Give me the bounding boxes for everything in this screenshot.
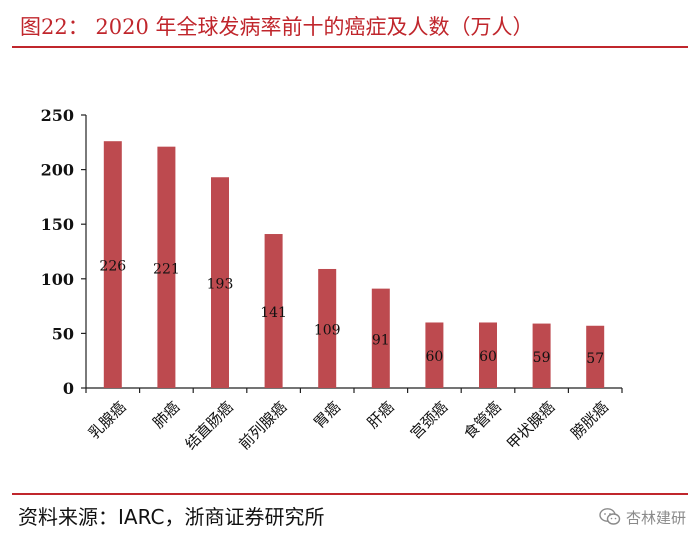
- source-divider: [12, 493, 688, 495]
- data-label: 141: [260, 305, 287, 321]
- x-tick-label: 食管癌: [460, 398, 505, 443]
- bar: [479, 322, 497, 388]
- data-label: 221: [153, 261, 180, 277]
- data-label: 193: [207, 277, 234, 293]
- data-label: 91: [372, 332, 390, 348]
- bar: [318, 268, 337, 388]
- y-tick-label: 0: [63, 379, 74, 398]
- figure-title: 图22： 2020 年全球发病率前十的癌症及人数（万人）: [20, 15, 534, 39]
- x-tick-label: 肺癌: [149, 398, 183, 432]
- bar: [211, 177, 229, 388]
- y-tick-label: 50: [52, 324, 74, 343]
- watermark-text: 杏林建研: [625, 508, 686, 527]
- x-tick-label: 宫颈癌: [407, 398, 452, 443]
- data-label: 109: [314, 322, 341, 338]
- x-tick-label: 前列腺癌: [235, 398, 290, 453]
- bar: [586, 325, 605, 388]
- data-label: 57: [586, 351, 604, 367]
- x-tick-label: 胃癌: [310, 398, 344, 432]
- bar: [425, 322, 444, 388]
- bar: [157, 146, 176, 388]
- data-label: 59: [533, 350, 551, 366]
- watermark: 杏林建研: [599, 506, 686, 528]
- y-tick-label: 250: [41, 106, 74, 125]
- y-tick-label: 150: [41, 215, 74, 234]
- source-note: 资料来源：IARC，浙商证券研究所: [18, 505, 325, 529]
- title-divider: [12, 46, 688, 48]
- figure-header: 图22： 2020 年全球发病率前十的癌症及人数（万人）: [12, 14, 688, 48]
- y-tick-label: 200: [41, 161, 74, 180]
- bar: [371, 288, 390, 388]
- x-tick-label: 乳腺癌: [85, 398, 130, 443]
- x-tick-label: 甲状腺癌: [503, 398, 558, 453]
- data-label: 226: [99, 259, 126, 275]
- x-tick-label: 结直肠癌: [182, 398, 237, 453]
- x-tick-label: 肝癌: [364, 398, 398, 432]
- bar: [264, 234, 283, 388]
- bar: [103, 141, 122, 388]
- data-label: 60: [425, 349, 443, 365]
- wechat-icon: [599, 507, 621, 527]
- x-tick-label: 膀胱癌: [567, 398, 612, 443]
- data-label: 60: [479, 349, 497, 365]
- bar: [532, 323, 551, 388]
- y-tick-label: 100: [41, 270, 74, 289]
